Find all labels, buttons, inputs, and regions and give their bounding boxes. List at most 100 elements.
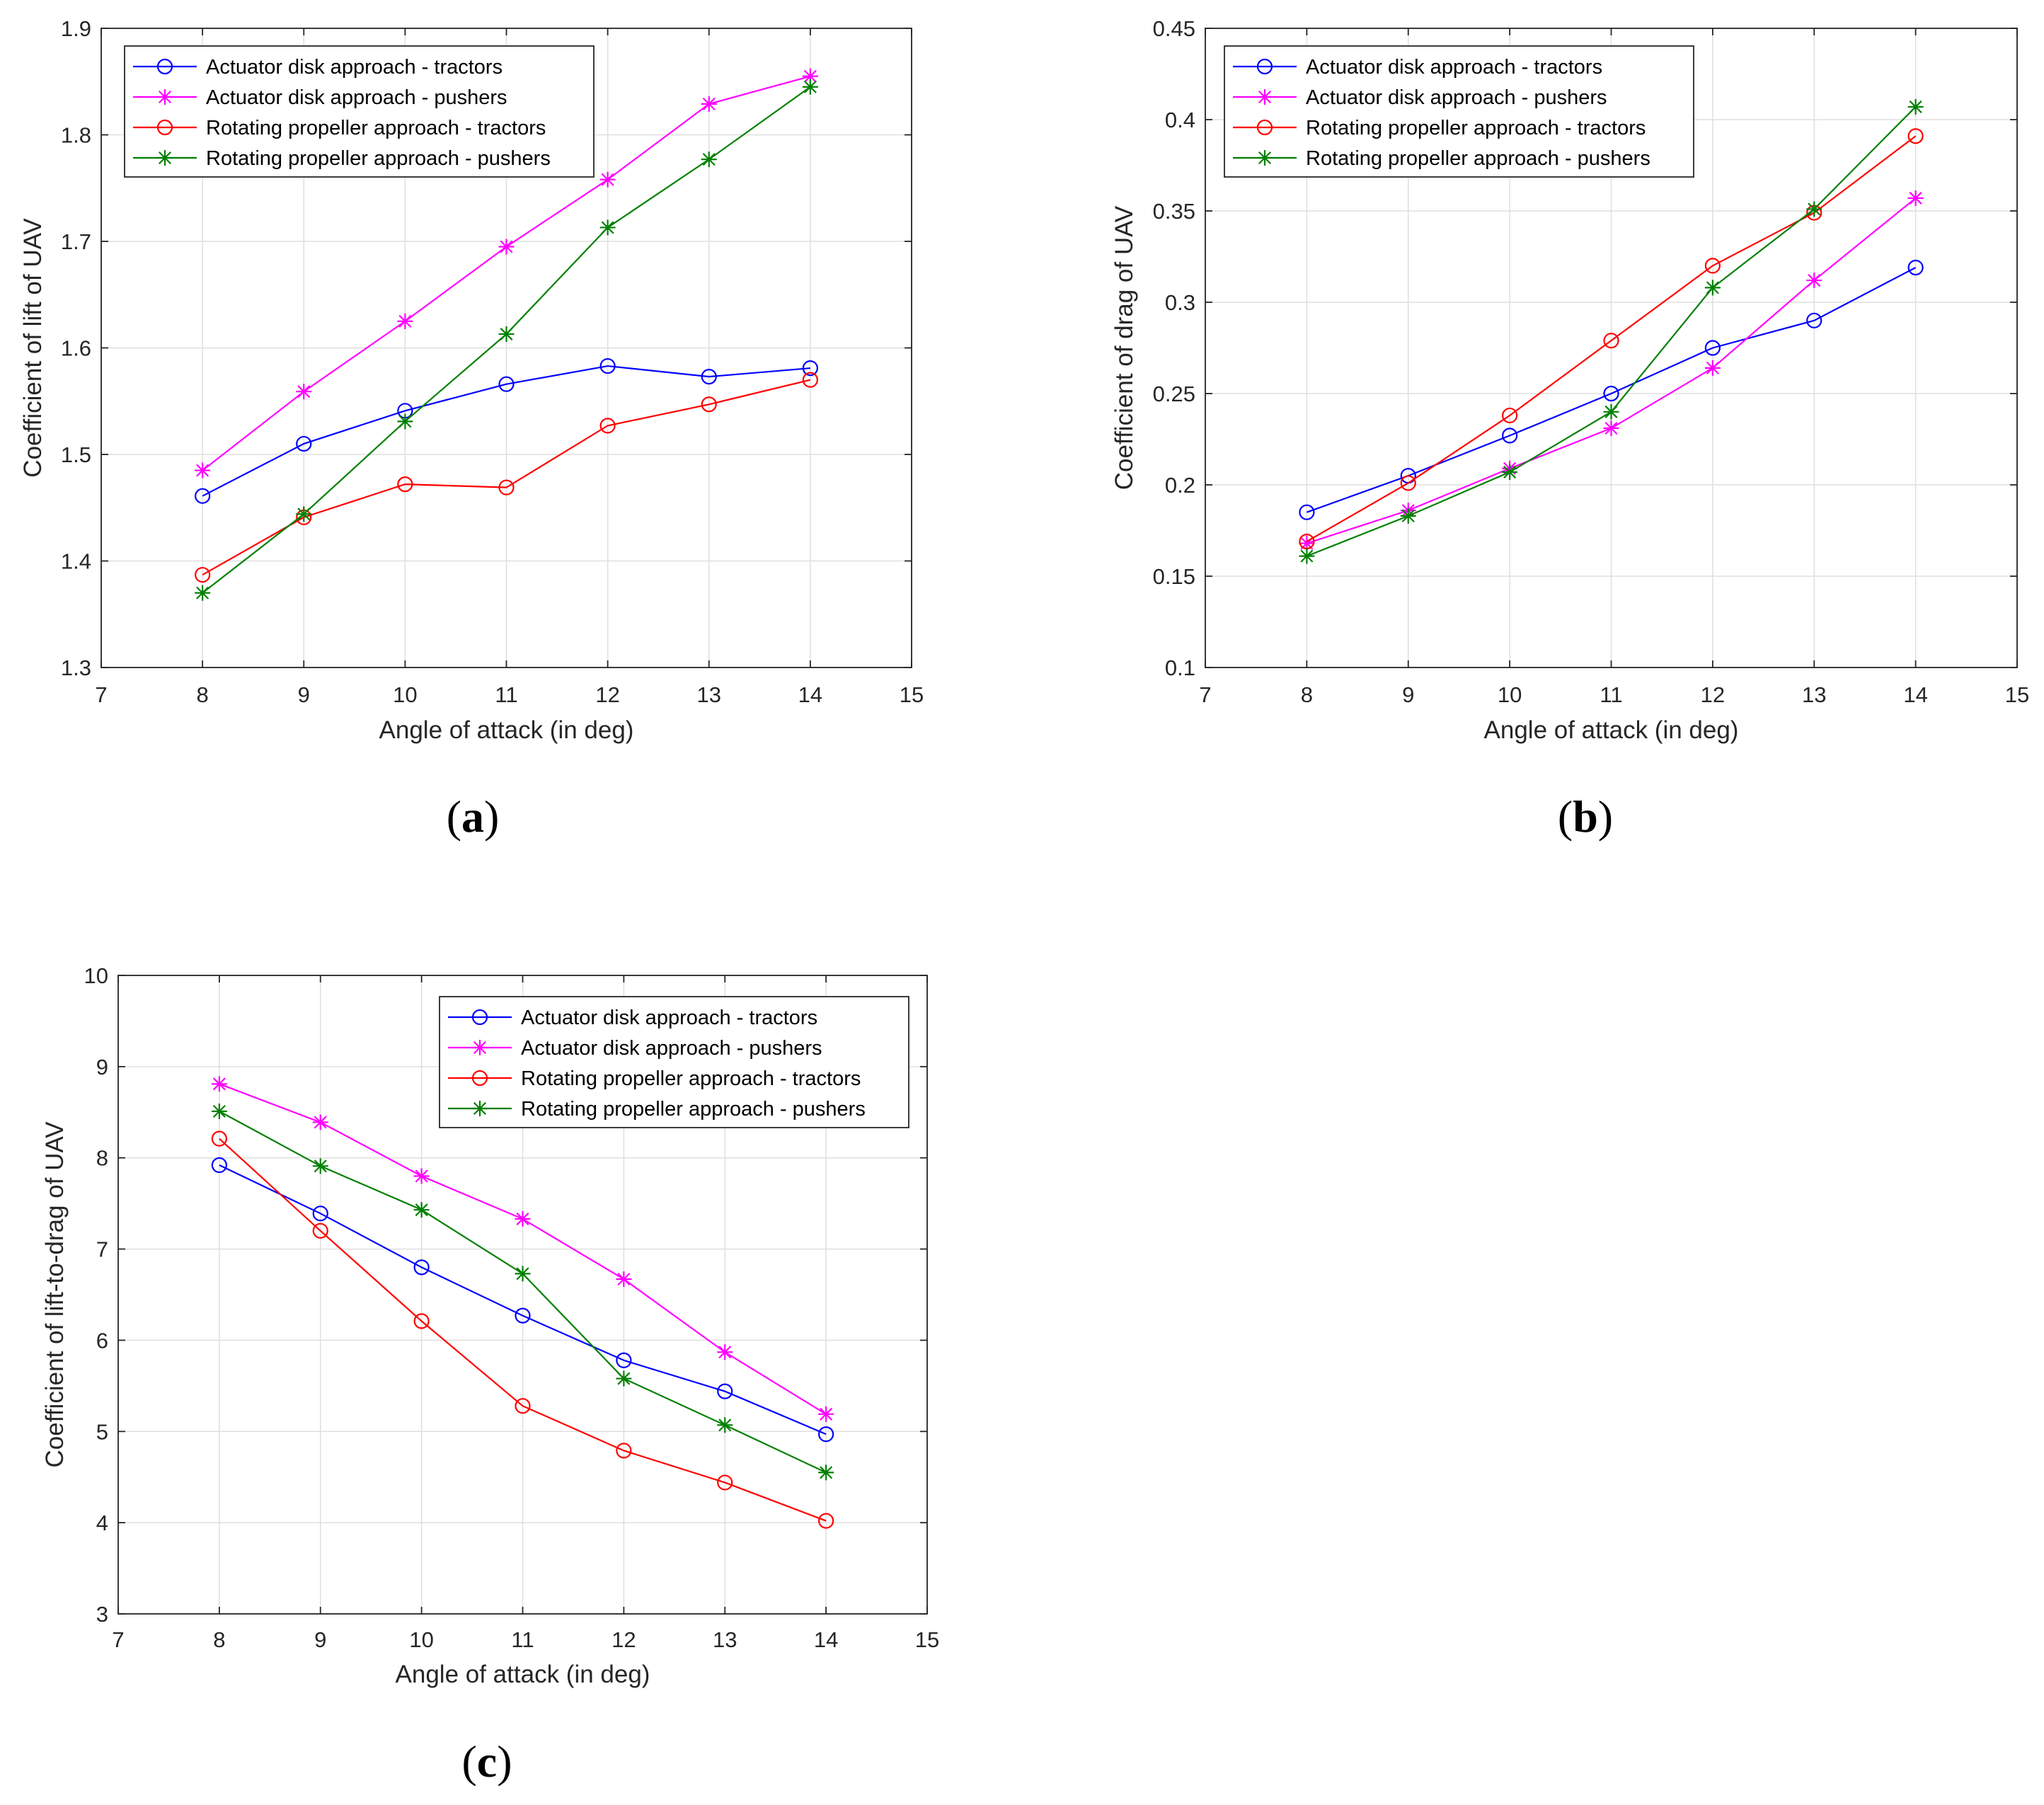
data-point <box>701 396 717 413</box>
data-point <box>616 1443 632 1459</box>
x-axis-label: Angle of attack (in deg) <box>396 1661 650 1688</box>
y-tick-label: 3 <box>96 1602 108 1627</box>
data-point <box>616 1370 632 1387</box>
legend-entry: Actuator disk approach - tractors <box>133 56 503 79</box>
data-point <box>818 1513 834 1529</box>
data-point <box>397 313 413 329</box>
legend-label: Actuator disk approach - pushers <box>206 86 507 109</box>
x-tick-label: 7 <box>112 1627 124 1652</box>
legend-label: Actuator disk approach - tractors <box>521 1007 817 1029</box>
data-point <box>1907 190 1924 206</box>
data-point <box>802 372 818 388</box>
data-point <box>515 1266 531 1282</box>
series-rotating-pushers <box>211 1103 834 1481</box>
data-point <box>1603 403 1619 420</box>
y-tick-label: 0.35 <box>1153 199 1195 224</box>
legend-entry: Actuator disk approach - tractors <box>448 1007 817 1029</box>
x-tick-label: 9 <box>1402 682 1414 707</box>
legend-entry: Actuator disk approach - tractors <box>1233 56 1602 79</box>
y-tick-label: 0.4 <box>1165 108 1195 132</box>
y-tick-label: 0.25 <box>1153 382 1195 406</box>
x-tick-label: 10 <box>1498 682 1522 707</box>
legend-marker <box>1256 58 1273 75</box>
data-point <box>616 1271 632 1288</box>
data-point <box>296 384 312 400</box>
data-point <box>195 488 211 504</box>
data-point <box>1400 475 1416 491</box>
chart-panel-c: 7 8 9 10 11 12 13 14 15 3 4 5 6 7 8 9 10 Angle of attack … <box>41 963 939 1787</box>
legend-marker <box>157 150 173 166</box>
legend-marker <box>471 1070 488 1087</box>
data-point <box>296 435 312 452</box>
series-line <box>202 365 810 497</box>
data-point <box>701 369 717 385</box>
data-point <box>296 506 312 522</box>
data-point <box>498 239 515 255</box>
y-tick-label: 5 <box>96 1419 108 1444</box>
legend-entry: Rotating propeller approach - tractors <box>448 1067 861 1090</box>
data-point <box>1502 428 1518 444</box>
x-tick-label: 14 <box>814 1627 838 1652</box>
legend-entry: Actuator disk approach - pushers <box>133 86 507 109</box>
panel-label-letter: c <box>477 1736 497 1787</box>
legend: Actuator disk approach - tractors Actuato… <box>439 996 909 1128</box>
data-point <box>413 1313 430 1329</box>
legend-marker <box>156 119 173 136</box>
data-point <box>1704 360 1721 376</box>
chart-panel-a: 7 8 9 10 11 12 13 14 15 1.3 1.4 1.5 1.6 1.7 1.8 1.9 Angl… <box>19 16 924 842</box>
x-tick-label: 10 <box>409 1627 433 1652</box>
y-tick-label: 1.8 <box>61 123 91 148</box>
data-point <box>1704 340 1721 356</box>
y-tick-label: 0.2 <box>1165 473 1195 498</box>
series-rotating-pushers <box>195 79 818 601</box>
legend-entry: Actuator disk approach - pushers <box>1233 86 1607 109</box>
y-tick-label: 1.4 <box>61 549 91 574</box>
data-point <box>717 1344 733 1360</box>
data-point <box>1400 508 1416 524</box>
data-point <box>498 326 515 342</box>
data-point <box>195 462 211 479</box>
x-tick-label: 8 <box>213 1627 225 1652</box>
legend-marker <box>156 58 173 75</box>
data-point <box>1806 273 1822 289</box>
y-tick-label: 0.15 <box>1153 564 1195 589</box>
data-point <box>195 566 211 583</box>
data-point <box>717 1417 733 1433</box>
x-tick-label: 12 <box>1701 682 1725 707</box>
panel-label-letter: a <box>461 791 484 842</box>
y-axis-label: Coefficient of lift-to-drag of UAV <box>41 1121 69 1468</box>
x-tick-label: 9 <box>314 1627 326 1652</box>
data-point <box>818 1426 834 1443</box>
x-tick-label: 11 <box>511 1627 534 1652</box>
y-tick-label: 0.1 <box>1165 655 1195 680</box>
y-tick-label: 0.3 <box>1165 290 1195 315</box>
legend-marker <box>1256 119 1273 136</box>
legend-label: Actuator disk approach - pushers <box>1306 86 1607 109</box>
y-tick-label: 6 <box>96 1328 108 1353</box>
series-line <box>219 1164 827 1436</box>
data-point <box>1502 407 1518 424</box>
y-tick-label: 9 <box>96 1055 108 1079</box>
data-point <box>616 1352 632 1368</box>
legend: Actuator disk approach - tractors Actuato… <box>124 45 595 178</box>
data-point <box>599 418 616 434</box>
legend-label: Actuator disk approach - pushers <box>521 1037 822 1060</box>
data-point <box>1603 385 1619 402</box>
y-tick-label: 1.7 <box>61 229 91 254</box>
legend-box <box>1224 45 1694 178</box>
data-point <box>312 1222 328 1239</box>
data-point <box>1806 312 1822 328</box>
legend-box <box>439 996 909 1128</box>
data-point <box>211 1157 227 1174</box>
x-tick-label: 12 <box>612 1627 636 1652</box>
data-point <box>599 171 616 188</box>
legend-entry: Rotating propeller approach - pushers <box>133 147 551 170</box>
legend-label: Rotating propeller approach - pushers <box>206 147 551 170</box>
data-point <box>413 1202 430 1218</box>
series-actuator-tractors <box>195 357 818 504</box>
data-point <box>1907 259 1924 276</box>
tick-marks <box>117 975 928 1615</box>
panel-label-close: ) <box>1598 791 1613 842</box>
y-tick-label: 4 <box>96 1511 108 1535</box>
y-tick-label: 1.5 <box>61 442 91 467</box>
